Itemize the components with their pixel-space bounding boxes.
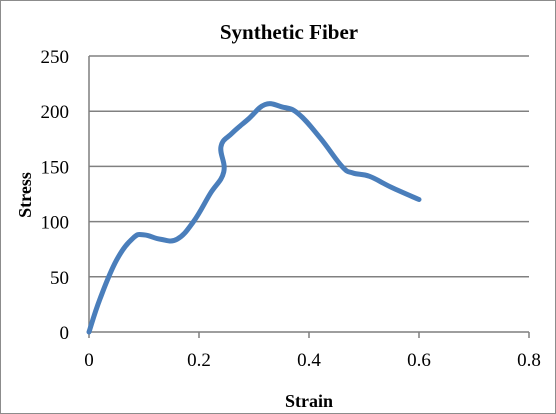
- y-axis-title: Stress: [15, 172, 35, 218]
- y-tick-labels: 0 50 100 150 200 250: [41, 47, 70, 344]
- y-tick-label: 200: [41, 102, 70, 123]
- x-axis-title: Strain: [285, 391, 333, 411]
- y-tick-label: 150: [41, 157, 70, 178]
- x-tick-label: 0.4: [297, 350, 321, 371]
- x-tick-label: 0: [84, 350, 94, 371]
- y-tick-label: 250: [41, 47, 70, 68]
- y-tick-label: 100: [41, 213, 70, 234]
- chart-title: Synthetic Fiber: [220, 20, 358, 44]
- gridlines: [89, 55, 529, 278]
- y-tick-label: 0: [60, 323, 70, 344]
- series-group: [86, 101, 422, 335]
- x-tick-label: 0.2: [187, 350, 211, 371]
- y-tick-label: 50: [50, 268, 69, 289]
- axes: [88, 56, 530, 338]
- x-tick-label: 0.6: [407, 350, 431, 371]
- x-tick-labels: 0 0.2 0.4 0.6 0.8: [84, 350, 541, 371]
- x-tick-label: 0.8: [517, 350, 541, 371]
- series-line-0: [86, 101, 422, 335]
